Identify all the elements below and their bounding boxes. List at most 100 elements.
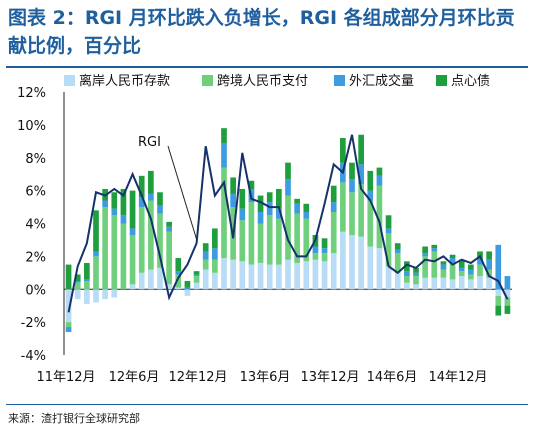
bar-segment	[239, 261, 246, 290]
bar-segment	[120, 215, 127, 224]
bar-segment	[358, 236, 364, 290]
bar-segment	[74, 282, 81, 290]
bar-segment	[376, 185, 383, 249]
bar-segment	[212, 228, 218, 249]
bar-segment	[312, 253, 319, 260]
bar-segment	[458, 271, 465, 277]
bar-segment	[184, 281, 191, 288]
bar-segment	[285, 179, 291, 196]
bar-segment	[257, 211, 264, 224]
x-axis: 11年12月 12年6月 12年12月 13年6月 13年12月 14年6月 14年12月	[36, 370, 487, 385]
bar-segment	[257, 223, 264, 263]
rgi-annotation-label: RGI	[138, 135, 161, 150]
bar-segment	[248, 264, 255, 290]
bar-segment	[504, 289, 511, 298]
bar-segment	[340, 231, 346, 290]
bar-segment	[440, 261, 447, 265]
bar-segment	[404, 261, 410, 272]
bar-segment	[111, 215, 118, 290]
bar-segment	[285, 259, 291, 290]
bar-segment	[74, 281, 81, 283]
bar-segment	[266, 264, 273, 290]
bar-segment	[312, 259, 319, 290]
bar-segment	[422, 256, 428, 278]
bar-segment	[257, 262, 264, 290]
bar-segment	[102, 207, 108, 290]
bar-segment	[486, 269, 492, 278]
bar-segment	[367, 190, 374, 201]
bar-segment	[248, 202, 255, 265]
bar-segment	[349, 235, 355, 290]
bar-segment	[230, 259, 236, 290]
bar-segment	[212, 272, 218, 290]
bar-segment	[138, 197, 145, 208]
bar-segment	[394, 272, 401, 290]
x-tick-label: 14年6月	[367, 370, 418, 385]
bar-segment	[202, 269, 209, 290]
bar-segment	[248, 180, 255, 189]
bar-segment	[422, 253, 428, 257]
rgi-annotation-pointer	[167, 145, 198, 240]
bar-segment	[84, 262, 90, 280]
bar-segment	[84, 279, 90, 282]
bar-segment	[193, 274, 200, 277]
bar-segment	[202, 251, 209, 260]
rgi-line-layer	[67, 134, 509, 313]
y-tick-label: 12%	[17, 86, 46, 101]
legend-label: 跨境人民币支付	[217, 74, 308, 89]
bar-segment	[65, 289, 72, 323]
bar-segment	[321, 248, 328, 254]
bar-segment	[440, 264, 447, 270]
bar-segment	[367, 246, 374, 290]
bar-segment	[486, 277, 492, 290]
bar-segment	[74, 274, 81, 282]
bar-segment	[129, 190, 136, 229]
bar-segment	[385, 233, 392, 267]
bar-segment	[102, 200, 108, 208]
bar-segment	[65, 327, 72, 332]
rgi-line	[67, 134, 509, 313]
bar-segment	[349, 162, 355, 180]
bar-segment	[404, 271, 410, 277]
bar-segment	[166, 284, 172, 290]
bar-segment	[340, 138, 346, 163]
legend-swatch	[64, 75, 75, 86]
bar-segment	[129, 284, 136, 290]
bar-segment	[495, 305, 502, 316]
title-divider	[6, 66, 528, 68]
bar-segment	[294, 203, 300, 214]
x-tick-label: 14年12月	[428, 370, 487, 385]
bar-segment	[321, 253, 328, 262]
bar-segment	[321, 238, 328, 249]
bar-segment	[431, 251, 438, 278]
legend-swatch	[334, 75, 345, 86]
x-tick-label: 13年12月	[300, 370, 359, 385]
bar-segment	[303, 218, 310, 262]
bar-segment	[431, 277, 438, 290]
legend-label: 点心债	[451, 74, 490, 89]
legend-label: 离岸人民币存款	[79, 73, 170, 89]
bar-segment	[212, 248, 218, 260]
bar-segment	[486, 251, 492, 260]
bar-segment	[449, 279, 456, 290]
bar-segment	[166, 226, 172, 232]
bar-segment	[376, 167, 383, 176]
bar-segment	[394, 249, 401, 254]
bar-segment	[404, 276, 410, 283]
bar-segment	[303, 203, 310, 212]
bar-segment	[468, 269, 474, 275]
bar-segment	[266, 215, 273, 265]
bar-segment	[65, 264, 72, 290]
x-tick-label: 12年12月	[168, 370, 227, 385]
bar-segment	[221, 142, 227, 168]
chart-title: 图表 2：RGI 月环比跌入负增长，RGI 各组成部分月环比贡献比例，百分比	[8, 7, 515, 57]
bar-segment	[175, 287, 182, 290]
bar-segment	[330, 185, 337, 203]
bar-segment	[276, 218, 282, 265]
bar-segment	[221, 128, 227, 143]
bar-segment	[495, 244, 502, 290]
chart-area: 离岸人民币存款 跨境人民币支付 外汇成交量 点心债 -4% -2% 0% 2% 4% 6% 8% 1…	[17, 73, 512, 385]
bar-segment	[148, 170, 154, 194]
bar-segment	[266, 202, 273, 216]
y-tick-label: 2%	[25, 250, 46, 265]
